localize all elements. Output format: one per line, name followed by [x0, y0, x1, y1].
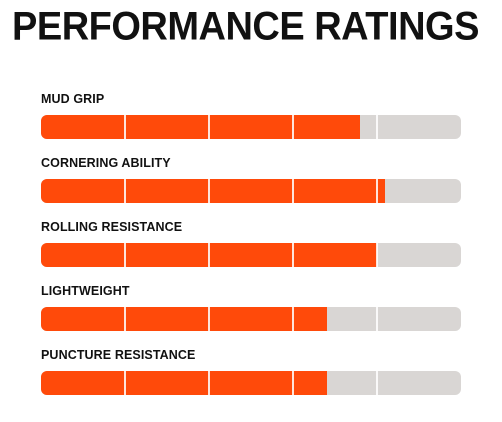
rating-fill: [41, 115, 361, 139]
rating-label: PUNCTURE RESISTANCE: [41, 348, 196, 362]
rating-label: LIGHTWEIGHT: [41, 284, 130, 298]
segment-divider: [376, 243, 378, 267]
segment-divider: [376, 179, 378, 203]
rating-track: [41, 371, 461, 395]
rating-label: MUD GRIP: [41, 92, 105, 106]
segment-divider: [124, 371, 126, 395]
segment-divider: [208, 115, 210, 139]
rating-track: [41, 115, 461, 139]
rating-fill: [41, 371, 327, 395]
segment-divider: [376, 115, 378, 139]
rating-fill: [41, 307, 327, 331]
rating-row: CORNERING ABILITY: [41, 156, 461, 220]
rating-row: ROLLING RESISTANCE: [41, 220, 461, 284]
rating-row: LIGHTWEIGHT: [41, 284, 461, 348]
segment-divider: [292, 115, 294, 139]
rating-row: PUNCTURE RESISTANCE: [41, 348, 461, 412]
segment-divider: [208, 179, 210, 203]
segment-divider: [292, 179, 294, 203]
segment-divider: [292, 307, 294, 331]
segment-divider: [124, 115, 126, 139]
rating-row: MUD GRIP: [41, 92, 461, 156]
segment-divider: [376, 307, 378, 331]
segment-divider: [208, 371, 210, 395]
segment-divider: [208, 307, 210, 331]
rating-track: [41, 179, 461, 203]
segment-divider: [124, 179, 126, 203]
segment-divider: [208, 243, 210, 267]
rating-label: CORNERING ABILITY: [41, 156, 171, 170]
rating-label: ROLLING RESISTANCE: [41, 220, 183, 234]
segment-divider: [292, 243, 294, 267]
rating-track: [41, 307, 461, 331]
segment-divider: [124, 243, 126, 267]
ratings-chart: MUD GRIP CORNERING ABILITY ROLLING RESISTA…: [41, 92, 461, 412]
page-title: PERFORMANCE RATINGS: [12, 5, 479, 50]
rating-track: [41, 243, 461, 267]
segment-divider: [292, 371, 294, 395]
rating-fill: [41, 179, 386, 203]
segment-divider: [376, 371, 378, 395]
segment-divider: [124, 307, 126, 331]
